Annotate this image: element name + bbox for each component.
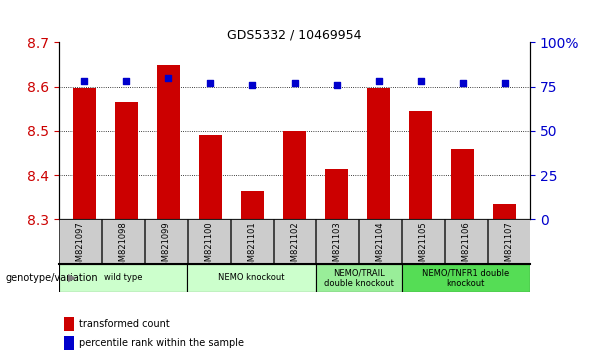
Point xyxy=(416,79,425,84)
Bar xyxy=(187,264,316,292)
Point xyxy=(248,82,257,88)
Text: NEMO/TNFR1 double
knockout: NEMO/TNFR1 double knockout xyxy=(422,268,509,287)
Text: ▶: ▶ xyxy=(68,273,76,283)
Title: GDS5332 / 10469954: GDS5332 / 10469954 xyxy=(227,28,362,41)
Bar xyxy=(367,87,391,219)
Text: NEMO knockout: NEMO knockout xyxy=(219,273,285,282)
Bar xyxy=(402,264,530,292)
Bar xyxy=(409,111,432,219)
Bar xyxy=(241,191,264,219)
Bar xyxy=(445,219,487,264)
Bar xyxy=(145,219,187,264)
Bar xyxy=(325,169,348,219)
Point xyxy=(332,82,341,88)
Text: GSM821099: GSM821099 xyxy=(161,222,170,272)
Text: GSM821105: GSM821105 xyxy=(419,222,428,272)
Bar xyxy=(115,102,138,219)
Bar xyxy=(283,131,306,219)
Bar xyxy=(64,317,74,331)
Text: GSM821097: GSM821097 xyxy=(76,222,85,273)
Text: wild type: wild type xyxy=(104,273,143,282)
Text: GSM821104: GSM821104 xyxy=(376,222,385,272)
Point xyxy=(80,79,89,84)
Point xyxy=(500,80,509,86)
Bar xyxy=(199,135,222,219)
Bar xyxy=(273,219,316,264)
Bar xyxy=(494,204,517,219)
Bar xyxy=(157,65,180,219)
Text: percentile rank within the sample: percentile rank within the sample xyxy=(79,338,244,348)
Point xyxy=(164,75,173,81)
Bar xyxy=(316,219,358,264)
Point xyxy=(290,80,299,86)
Text: NEMO/TRAIL
double knockout: NEMO/TRAIL double knockout xyxy=(324,268,393,287)
Bar xyxy=(72,87,96,219)
Point xyxy=(206,80,215,86)
Bar xyxy=(59,264,187,292)
Text: GSM821102: GSM821102 xyxy=(290,222,299,272)
Bar xyxy=(59,219,101,264)
Text: GSM821101: GSM821101 xyxy=(247,222,256,272)
Point xyxy=(121,79,131,84)
Point xyxy=(458,80,468,86)
Bar xyxy=(488,219,530,264)
Bar xyxy=(231,219,273,264)
Bar xyxy=(64,336,74,350)
Bar xyxy=(316,264,402,292)
Text: GSM821100: GSM821100 xyxy=(204,222,213,272)
Bar xyxy=(402,219,444,264)
Bar xyxy=(359,219,401,264)
Bar xyxy=(451,149,474,219)
Text: GSM821106: GSM821106 xyxy=(461,222,471,273)
Point xyxy=(374,79,383,84)
Text: transformed count: transformed count xyxy=(79,319,170,329)
Bar xyxy=(188,219,230,264)
Text: GSM821107: GSM821107 xyxy=(504,222,513,273)
Text: genotype/variation: genotype/variation xyxy=(6,273,98,283)
Text: GSM821103: GSM821103 xyxy=(333,222,342,273)
Text: GSM821098: GSM821098 xyxy=(118,222,128,273)
Bar xyxy=(102,219,144,264)
